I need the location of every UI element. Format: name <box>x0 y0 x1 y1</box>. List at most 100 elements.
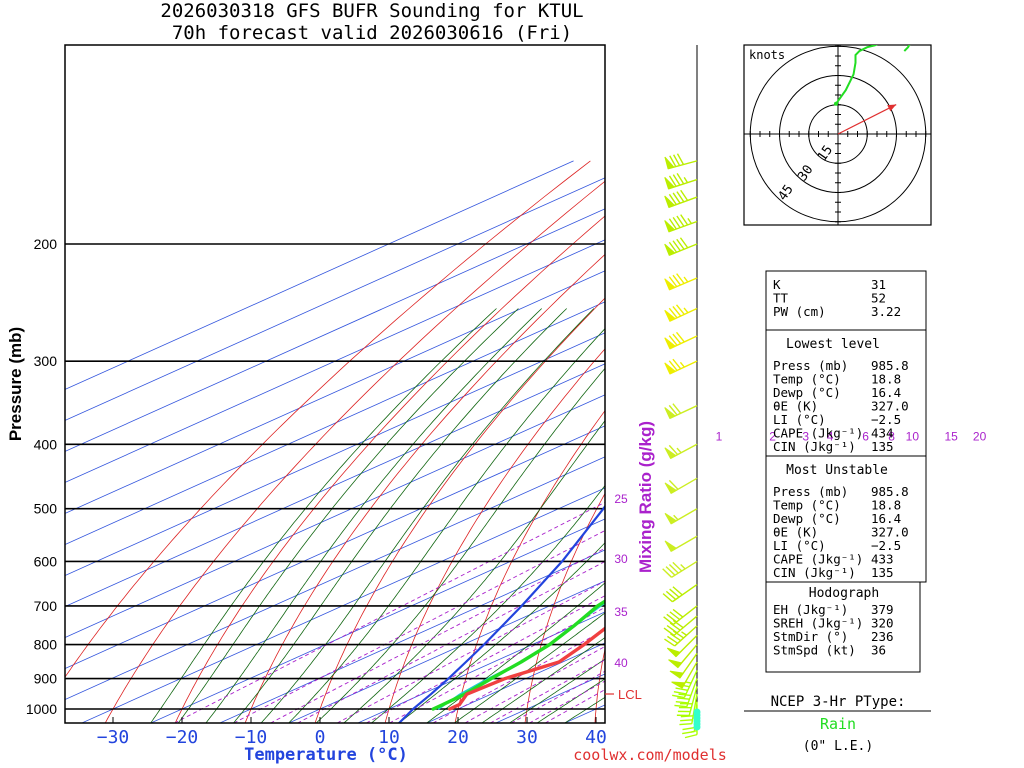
wind-barb <box>664 331 698 350</box>
wind-barb-pennant <box>664 156 675 170</box>
hodograph-param-label: EH (Jkg⁻¹) <box>773 602 848 617</box>
mixing-ratio-label: 30 <box>614 552 628 566</box>
wind-barb-flag <box>668 241 678 253</box>
ptype-header: NCEP 3-Hr PType: <box>771 694 906 710</box>
wind-barb-flag <box>672 403 682 414</box>
most-unstable-value: −2.5 <box>871 538 901 553</box>
wind-barb-flag <box>662 593 673 603</box>
lowest-level-value: 985.8 <box>871 358 909 373</box>
moist-adiabat-line <box>288 328 605 723</box>
y-axis-tick-label: 800 <box>34 637 58 653</box>
wind-barb-flag <box>664 638 676 647</box>
x-axis-tick-labels: −30 −20 −10 0 10 20 30 40 <box>97 717 607 748</box>
wind-barb <box>664 443 698 460</box>
most-unstable-header: Most Unstable <box>786 463 888 478</box>
skewt-plot-area: 1 2 3 4 6 8 10 15 20 25 30 35 40 <box>64 44 987 724</box>
wind-barb-flag <box>668 360 678 371</box>
lcl-label: LCL <box>618 687 642 702</box>
mixing-ratio-label: 1 <box>716 429 723 443</box>
mixing-ratio-label: 40 <box>614 656 628 670</box>
dry-adiabat-line <box>174 215 605 723</box>
y-axis-tick-label: 900 <box>34 671 58 687</box>
wind-barb-flag <box>679 723 692 726</box>
isobar-lines <box>65 243 605 710</box>
hodograph-units-label: knots <box>749 48 785 62</box>
wind-barb-flag <box>669 611 681 621</box>
index-value: 3.22 <box>871 304 901 319</box>
mixing-ratio-line <box>365 595 605 723</box>
wind-barb-flag <box>672 586 683 596</box>
lowest-level-label: CIN (Jkg⁻¹) <box>773 439 856 454</box>
wind-barb-half-flag <box>683 307 689 314</box>
most-unstable-value: 18.8 <box>871 498 901 513</box>
wind-barb-flag <box>672 333 682 345</box>
wind-barb <box>664 304 698 322</box>
wind-barb-flag <box>672 192 681 204</box>
y-axis-tick-label: 1000 <box>26 701 57 717</box>
wind-barb-flag <box>680 214 689 226</box>
x-axis-tick-label: −20 <box>166 727 199 748</box>
moist-adiabat-line <box>315 367 605 723</box>
wind-barb <box>664 508 698 525</box>
wind-barb-half-flag <box>683 276 689 283</box>
isotherm-line <box>65 270 605 514</box>
dry-adiabat-line <box>65 160 591 678</box>
wind-barb-pennant <box>664 482 678 494</box>
chart-title-line2: 70h forecast valid 2026030616 (Fri) <box>172 22 572 44</box>
wind-barb-staff <box>691 694 698 724</box>
wind-barb-flag <box>668 276 678 288</box>
isotherm-line <box>65 394 605 638</box>
storm-motion-arrow <box>837 104 897 135</box>
wind-barb-flag <box>672 561 683 572</box>
mixing-ratio-line <box>489 659 605 723</box>
moist-adiabat-line <box>233 308 567 723</box>
mixing-ratio-line <box>432 629 605 723</box>
mixing-ratio-line <box>389 606 605 723</box>
chart-title-line1: 2026030318 GFS BUFR Sounding for KTUL <box>160 0 583 22</box>
most-unstable-label: CIN (Jkg⁻¹) <box>773 565 856 580</box>
wind-barb <box>662 583 698 603</box>
y-axis-tick-label: 700 <box>34 598 58 614</box>
wind-barb-staff <box>673 615 698 636</box>
hodograph-table-header: Hodograph <box>809 586 879 601</box>
moist-adiabat-line <box>177 308 519 723</box>
index-value: 52 <box>871 291 886 306</box>
wind-barb-flag <box>665 566 676 576</box>
isotherm-line <box>81 487 605 723</box>
wind-barb-flag <box>668 193 677 205</box>
moist-adiabat-line <box>453 612 605 723</box>
wind-barb <box>668 644 698 669</box>
x-axis-tick-label: 30 <box>516 727 538 748</box>
wind-barb-flag <box>680 719 693 722</box>
wind-barb <box>664 535 698 552</box>
isotherm-line <box>219 549 605 723</box>
ptype-value: Rain <box>820 715 856 733</box>
wetbulb-profile <box>437 602 605 710</box>
isotherm-line <box>65 425 605 669</box>
isotherm-line <box>65 332 605 576</box>
wind-barb-pennant <box>664 512 678 525</box>
most-unstable-label: Dewp (°C) <box>773 511 841 526</box>
wind-barb-half-flag <box>673 514 679 521</box>
hodograph-start-point <box>834 101 838 106</box>
wind-barb-flag <box>668 404 678 416</box>
moist-adiabat-line <box>536 678 605 723</box>
wind-barb-flag <box>672 306 682 317</box>
wind-barb-pennant <box>664 309 677 322</box>
index-label: PW (cm) <box>773 304 826 319</box>
wind-barb <box>663 605 698 625</box>
parcel-line <box>397 504 605 723</box>
wind-barb-flag <box>678 693 691 697</box>
wind-barb-pennant <box>664 540 678 552</box>
storm-motion-arrowhead <box>887 104 897 112</box>
wind-barb-flag <box>672 694 685 699</box>
isotherm-line <box>65 363 605 607</box>
x-axis-tick-label: −30 <box>97 727 130 748</box>
wind-barb-staff <box>688 686 698 716</box>
wind-barb-half-flag <box>683 177 689 183</box>
hodograph-ring <box>779 75 897 193</box>
footer-url[interactable]: coolwx.com/models <box>573 746 727 764</box>
wind-barb-flag <box>668 335 678 346</box>
hodograph-ring-label: 15 <box>815 143 836 164</box>
mixing-ratio-label: 35 <box>614 605 628 619</box>
